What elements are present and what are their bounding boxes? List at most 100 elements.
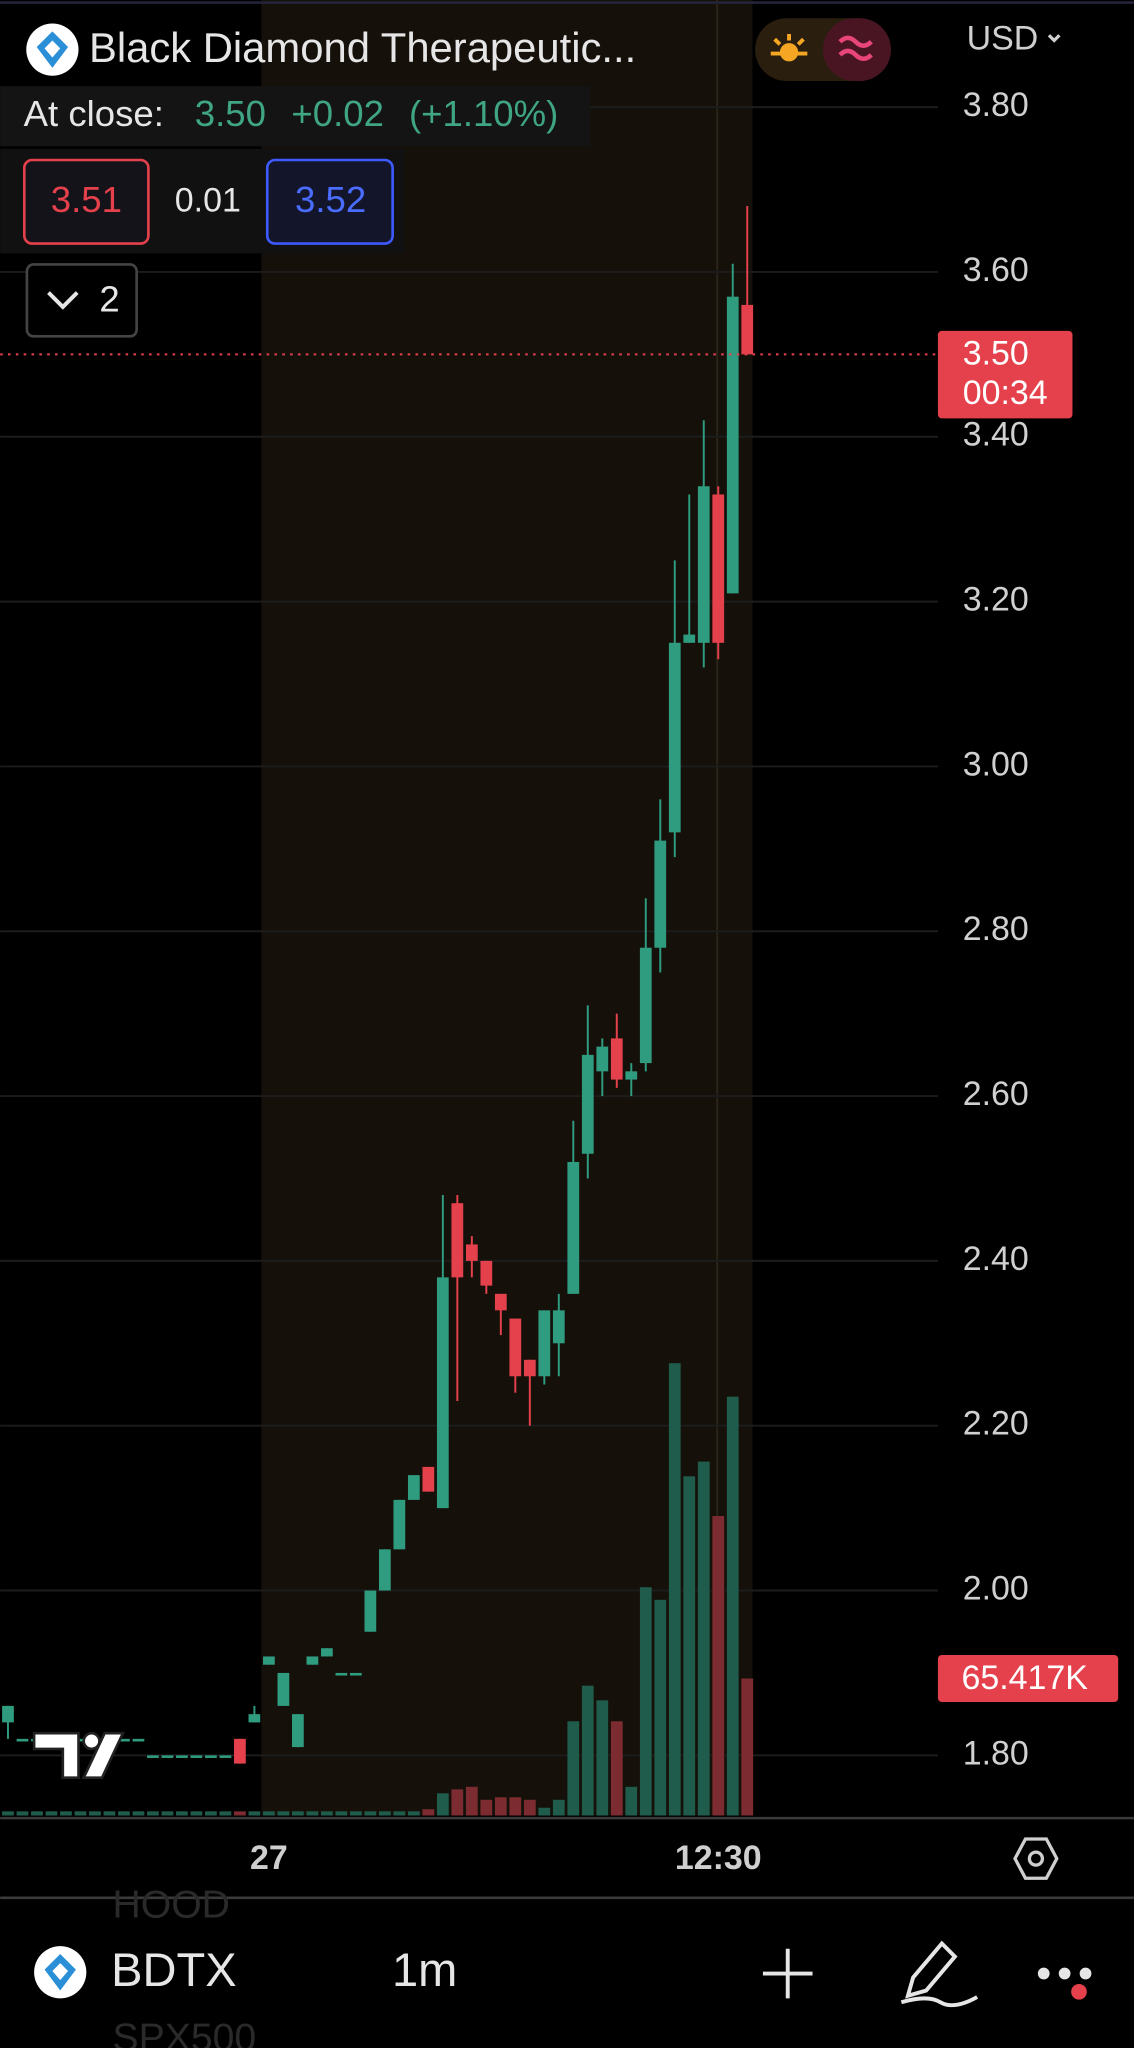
ghost-symbol: SPX500 bbox=[112, 2017, 256, 2048]
volume-bar bbox=[697, 1461, 710, 1816]
draw-button[interactable] bbox=[900, 1940, 979, 2008]
volume-bar bbox=[451, 1789, 464, 1816]
extended-icon bbox=[838, 35, 873, 62]
volume-bar bbox=[176, 1811, 188, 1816]
price-tag bbox=[937, 330, 1073, 419]
more-button[interactable] bbox=[1037, 1967, 1092, 2000]
y-tick-label: 2.80 bbox=[963, 910, 1029, 948]
volume-bar bbox=[74, 1811, 87, 1816]
watermark-logo bbox=[32, 1731, 125, 1779]
volume-bar bbox=[2, 1811, 14, 1816]
volume-bar bbox=[494, 1797, 507, 1816]
volume-bar bbox=[205, 1811, 217, 1816]
candle-body bbox=[480, 1260, 493, 1286]
volume-bar bbox=[436, 1793, 449, 1816]
settings-hex bbox=[1013, 1837, 1059, 1880]
volume-bar bbox=[147, 1811, 159, 1816]
volume-bar bbox=[422, 1809, 435, 1816]
volume-bar bbox=[219, 1811, 232, 1816]
volume-bar bbox=[596, 1700, 609, 1816]
volume-bar bbox=[407, 1811, 420, 1816]
price-tag-label: 3.50 bbox=[963, 335, 1029, 373]
volume-bar bbox=[552, 1799, 565, 1816]
currency: USD bbox=[967, 19, 1039, 57]
candle-body bbox=[552, 1310, 565, 1344]
y-tick-label: 3.80 bbox=[963, 86, 1029, 124]
candle-body bbox=[465, 1244, 478, 1261]
volume-bar bbox=[16, 1811, 29, 1816]
candle-body bbox=[407, 1475, 420, 1500]
candle-body bbox=[625, 1071, 638, 1080]
more-dot bbox=[1058, 1967, 1071, 1980]
candle-body bbox=[436, 1277, 449, 1509]
symbol-header[interactable]: Black Diamond Therapeutic... bbox=[26, 23, 636, 76]
volume-bar bbox=[60, 1811, 72, 1816]
candle-body bbox=[205, 1755, 217, 1758]
candle-body bbox=[364, 1590, 377, 1632]
candle-body bbox=[190, 1755, 203, 1758]
volume-bar bbox=[581, 1685, 594, 1816]
session-toggle[interactable] bbox=[755, 18, 891, 81]
volume-bar bbox=[364, 1811, 377, 1816]
x-tick-label: 27 bbox=[250, 1839, 288, 1877]
symbol-logo-inner bbox=[44, 40, 61, 58]
y-tick-label: 3.40 bbox=[963, 416, 1029, 454]
indicators-toggle[interactable]: 2 bbox=[25, 263, 138, 338]
interval-button[interactable]: 1m bbox=[392, 1943, 457, 1996]
chart-settings[interactable] bbox=[1013, 1837, 1059, 1880]
buy-button[interactable]: 3.52 bbox=[265, 158, 394, 245]
candle-body bbox=[292, 1714, 304, 1748]
candle-body bbox=[726, 296, 739, 594]
candle-body bbox=[422, 1466, 435, 1492]
sell-button[interactable]: 3.51 bbox=[22, 158, 150, 245]
y-tick-label: 2.20 bbox=[963, 1405, 1029, 1443]
candle-body bbox=[712, 494, 725, 643]
candle-body bbox=[378, 1549, 391, 1591]
currency-selector[interactable]: USD bbox=[967, 19, 1061, 57]
volume-tag-label: 65.417K bbox=[961, 1659, 1088, 1697]
volume-bar bbox=[523, 1799, 536, 1816]
candle-body bbox=[697, 486, 710, 643]
spread: 0.01 bbox=[175, 181, 241, 219]
y-tick-label: 3.20 bbox=[963, 581, 1029, 619]
toggle-active bbox=[823, 18, 891, 81]
currency-chevron bbox=[1047, 34, 1061, 43]
volume-bar bbox=[741, 1678, 754, 1816]
volume-bar bbox=[161, 1811, 174, 1816]
volume-bar bbox=[639, 1587, 652, 1816]
symbol-title: Black Diamond Therapeutic... bbox=[89, 24, 636, 71]
volume-bar bbox=[654, 1599, 667, 1816]
volume-bar bbox=[234, 1811, 246, 1816]
volume-bar bbox=[625, 1786, 638, 1816]
volume-bar bbox=[567, 1721, 580, 1816]
ask-price: 3.52 bbox=[295, 179, 366, 220]
volume-bar bbox=[190, 1811, 203, 1816]
volume-bar bbox=[118, 1811, 130, 1816]
volume-bar bbox=[349, 1811, 362, 1816]
candle-body bbox=[509, 1318, 522, 1377]
candle-body bbox=[349, 1672, 362, 1676]
symbol-button[interactable]: BDTX bbox=[34, 1943, 237, 1999]
candle-body bbox=[610, 1038, 623, 1080]
plot bbox=[0, 106, 938, 1816]
volume-bar bbox=[465, 1786, 478, 1816]
price-tag-countdown: 00:34 bbox=[963, 374, 1048, 412]
volume-bar bbox=[248, 1811, 261, 1816]
status-label: At close: bbox=[24, 93, 164, 134]
y-tick-label: 2.40 bbox=[963, 1240, 1029, 1278]
indicators-chevron bbox=[47, 291, 79, 310]
volume-bar bbox=[712, 1516, 725, 1816]
ghost-symbol: HOOD bbox=[112, 1883, 230, 1926]
volume-bar bbox=[132, 1811, 145, 1816]
y-tick-label: 3.00 bbox=[963, 745, 1029, 783]
indicators-box bbox=[25, 263, 138, 338]
close-price: 3.50 bbox=[195, 93, 266, 134]
candle-body bbox=[248, 1714, 261, 1723]
toolbar-symbol: BDTX bbox=[111, 1943, 236, 1996]
candle-body bbox=[321, 1648, 333, 1657]
volume-bar bbox=[45, 1811, 58, 1816]
ask-box bbox=[265, 158, 394, 245]
add-button[interactable] bbox=[762, 1948, 813, 1999]
candle-body bbox=[596, 1046, 609, 1072]
candle-body bbox=[451, 1203, 464, 1278]
